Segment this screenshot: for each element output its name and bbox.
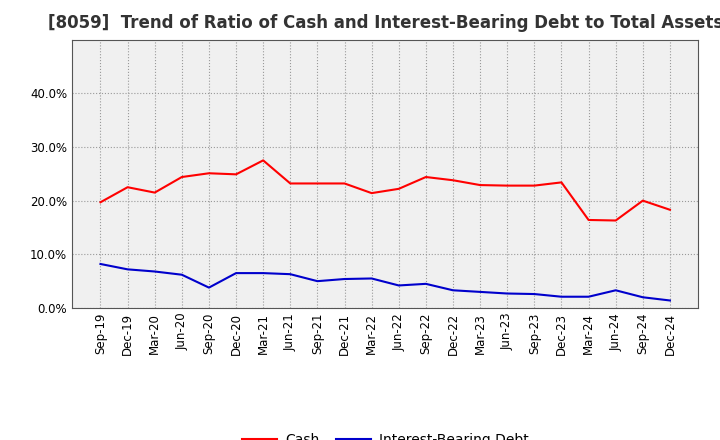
Interest-Bearing Debt [178,272,186,277]
Interest-Bearing Debt [96,261,105,267]
Cash [395,186,403,191]
Interest-Bearing Debt [259,271,268,276]
Interest-Bearing Debt [341,276,349,282]
Cash [286,181,294,186]
Interest-Bearing Debt [286,271,294,277]
Interest-Bearing Debt [123,267,132,272]
Interest-Bearing Debt [449,288,457,293]
Cash [123,185,132,190]
Line: Interest-Bearing Debt: Interest-Bearing Debt [101,264,670,301]
Cash [530,183,539,188]
Cash [639,198,647,203]
Interest-Bearing Debt [204,285,213,290]
Legend: Cash, Interest-Bearing Debt: Cash, Interest-Bearing Debt [236,428,534,440]
Interest-Bearing Debt [421,281,430,286]
Cash [150,190,159,195]
Cash [421,174,430,180]
Cash [449,178,457,183]
Cash [204,171,213,176]
Cash [367,191,376,196]
Cash [476,183,485,188]
Interest-Bearing Debt [395,283,403,288]
Interest-Bearing Debt [639,295,647,300]
Title: [8059]  Trend of Ratio of Cash and Interest-Bearing Debt to Total Assets: [8059] Trend of Ratio of Cash and Intere… [48,15,720,33]
Interest-Bearing Debt [476,289,485,294]
Cash [178,174,186,180]
Cash [503,183,511,188]
Interest-Bearing Debt [584,294,593,299]
Interest-Bearing Debt [367,276,376,281]
Interest-Bearing Debt [150,269,159,274]
Interest-Bearing Debt [313,279,322,284]
Interest-Bearing Debt [665,298,674,303]
Cash [341,181,349,186]
Cash [611,218,620,223]
Cash [584,217,593,223]
Cash [96,200,105,205]
Interest-Bearing Debt [530,291,539,297]
Interest-Bearing Debt [611,288,620,293]
Cash [232,172,240,177]
Interest-Bearing Debt [232,271,240,276]
Cash [313,181,322,186]
Interest-Bearing Debt [503,291,511,296]
Interest-Bearing Debt [557,294,566,299]
Cash [665,207,674,213]
Line: Cash: Cash [101,160,670,220]
Cash [259,158,268,163]
Cash [557,180,566,185]
